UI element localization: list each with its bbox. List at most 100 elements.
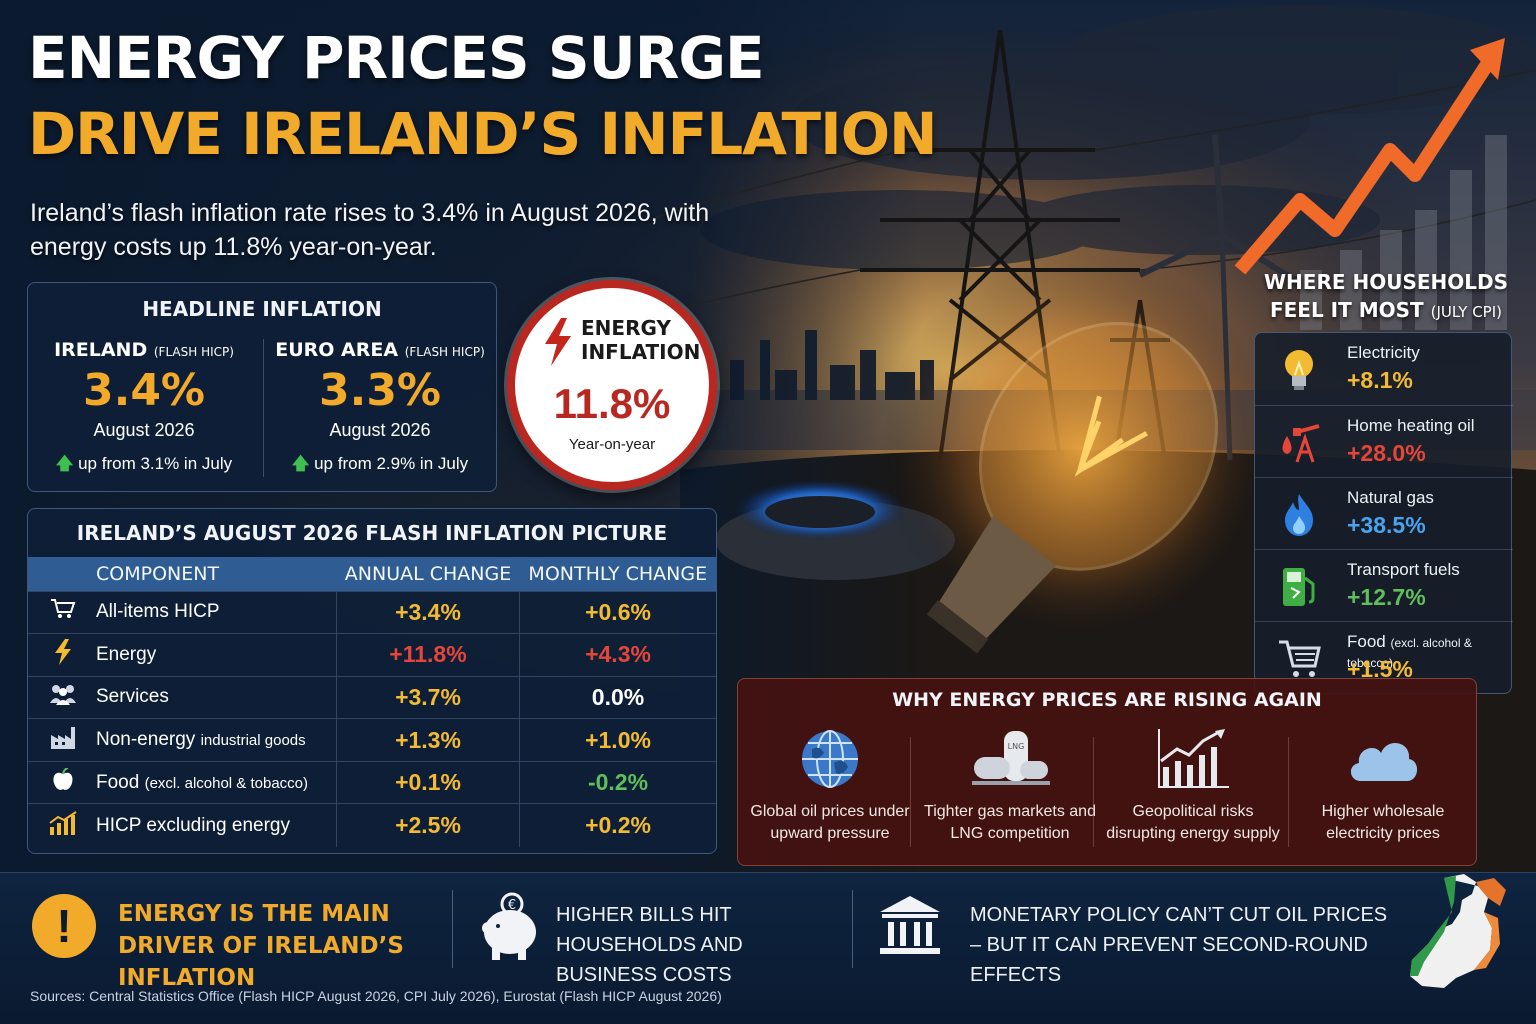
households-title: WHERE HOUSEHOLDS FEEL IT MOST (JULY CPI) xyxy=(1263,270,1509,322)
why-item-gas: LNG Tighter gas markets and LNG competit… xyxy=(920,727,1100,845)
lightbulb-icon xyxy=(1285,350,1313,390)
component-cell: Services xyxy=(28,675,337,719)
annual-change-cell: +3.7% xyxy=(335,675,520,719)
table-row: Food (excl. alcohol & tobacco) +0.1% -0.… xyxy=(28,760,716,804)
column-header-component: COMPONENT xyxy=(28,557,337,591)
footer-main-message: ENERGY IS THE MAIN DRIVER OF IRELAND’S I… xyxy=(118,901,404,991)
household-value: +8.1% xyxy=(1347,367,1413,393)
column-header-annual: ANNUAL CHANGE xyxy=(336,557,520,591)
euro-area-column: EURO AREA (FLASH HICP) 3.3% August 2026 … xyxy=(264,339,496,480)
headline-inflation-panel: HEADLINE INFLATION IRELAND (FLASH HICP) … xyxy=(27,282,497,492)
household-item-electricity: Electricity +8.1% xyxy=(1255,333,1513,405)
gas-tank-icon: LNG xyxy=(972,731,1050,785)
table-row: All-items HICP +3.4% +0.6% xyxy=(28,590,716,634)
footer-policy-message: MONETARY POLICY CAN’T CUT OIL PRICES – B… xyxy=(970,904,1388,986)
lightning-icon xyxy=(46,638,80,671)
headline-panel-title: HEADLINE INFLATION xyxy=(142,297,382,321)
household-item-transport-fuels: Transport fuels +12.7% xyxy=(1255,549,1513,621)
households-title-tag: (JULY CPI) xyxy=(1430,303,1503,321)
energy-inflation-badge: ENERGY INFLATION 11.8% Year-on-year xyxy=(507,280,717,490)
household-label: Transport fuels xyxy=(1347,560,1460,579)
ireland-value: 3.4% xyxy=(82,365,206,416)
why-text: Global oil prices under upward pressure xyxy=(750,803,910,842)
why-item-geopolitical: Geopolitical risks disrupting energy sup… xyxy=(1103,727,1283,845)
household-label: Natural gas xyxy=(1347,488,1434,507)
table-row: Non-energy industrial goods +1.3% +1.0% xyxy=(28,718,716,762)
why-text: Tighter gas markets and LNG competition xyxy=(924,803,1096,842)
household-value: +38.5% xyxy=(1347,512,1426,538)
up-arrow-icon: 🡅 xyxy=(291,454,310,473)
piggy-bank-icon: € xyxy=(482,892,536,960)
household-item-natural-gas: Natural gas +38.5% xyxy=(1255,477,1513,549)
globe-icon xyxy=(802,730,858,788)
table-row: Energy +11.8% +4.3% xyxy=(28,633,716,677)
euro-area-value: 3.3% xyxy=(318,365,442,416)
ireland-change: 🡅 up from 3.1% in July xyxy=(55,454,233,473)
apple-icon xyxy=(46,766,80,798)
why-divider xyxy=(910,737,911,847)
euro-area-label: EURO AREA (FLASH HICP) xyxy=(275,339,485,361)
euro-area-change: 🡅 up from 2.9% in July xyxy=(291,454,469,473)
headline-divider xyxy=(263,339,264,477)
household-label: Home heating oil xyxy=(1347,416,1475,435)
inflation-table: COMPONENT ANNUAL CHANGE MONTHLY CHANGE A… xyxy=(28,557,716,847)
column-header-monthly: MONTHLY CHANGE xyxy=(519,557,716,591)
ireland-tag: (FLASH HICP) xyxy=(153,345,234,359)
monthly-change-cell: 0.0% xyxy=(519,675,716,719)
why-text: Geopolitical risks disrupting energy sup… xyxy=(1106,803,1280,842)
annual-change-cell: +2.5% xyxy=(335,803,520,847)
household-label: Electricity xyxy=(1347,343,1420,362)
household-value: +28.0% xyxy=(1347,440,1426,466)
euro-area-tag: (FLASH HICP) xyxy=(404,345,485,359)
sources-text: Sources: Central Statistics Office (Flas… xyxy=(30,988,722,1004)
energy-badge-sub: Year-on-year xyxy=(568,436,656,453)
why-panel-title: WHY ENERGY PRICES ARE RISING AGAIN xyxy=(892,689,1322,711)
ireland-map-icon xyxy=(1410,874,1506,988)
table-row: Services +3.7% 0.0% xyxy=(28,675,716,719)
why-text: Higher wholesale electricity prices xyxy=(1321,803,1445,842)
component-cell: HICP excluding energy xyxy=(28,803,337,847)
up-arrow-icon: 🡅 xyxy=(55,454,74,473)
why-item-oil: Global oil prices under upward pressure xyxy=(740,727,920,845)
flame-icon xyxy=(1285,494,1313,536)
lightning-icon xyxy=(545,318,571,366)
component-cell: Non-energy industrial goods xyxy=(28,718,337,762)
household-item-heating-oil: Home heating oil +28.0% xyxy=(1255,405,1513,477)
ireland-month: August 2026 xyxy=(93,420,195,440)
monthly-change-cell: +4.3% xyxy=(519,633,716,677)
energy-badge-value: 11.8% xyxy=(553,380,671,427)
component-cell: All-items HICP xyxy=(28,590,337,634)
why-divider xyxy=(1093,737,1094,847)
energy-badge-label: ENERGY INFLATION xyxy=(581,316,701,364)
footer-divider xyxy=(852,890,853,968)
oil-pump-icon xyxy=(1282,424,1320,463)
annual-change-cell: +3.4% xyxy=(335,590,520,634)
monthly-change-cell: -0.2% xyxy=(519,760,716,804)
households-panel: Electricity +8.1% Home heating oil +28.0… xyxy=(1254,332,1513,694)
household-item-food: Food (excl. alcohol & tobacco) +1.5% xyxy=(1255,621,1513,693)
footer-band xyxy=(0,872,1536,1024)
fuel-pump-icon xyxy=(1283,568,1315,606)
component-cell: Energy xyxy=(28,633,337,677)
household-label: Food (excl. alcohol & tobacco) xyxy=(1347,632,1472,670)
annual-change-cell: +1.3% xyxy=(335,718,520,762)
bar-chart-icon xyxy=(46,810,80,841)
ireland-label: IRELAND (FLASH HICP) xyxy=(54,339,234,361)
cloud-icon xyxy=(1350,742,1418,781)
svg-text:LNG: LNG xyxy=(1008,742,1025,751)
people-icon xyxy=(46,683,80,711)
euro-area-month: August 2026 xyxy=(329,420,431,440)
table-row: HICP excluding energy +2.5% +0.2% xyxy=(28,803,716,847)
household-value: +12.7% xyxy=(1347,584,1426,610)
annual-change-cell: +0.1% xyxy=(335,760,520,804)
flash-inflation-table-panel: IRELAND’S AUGUST 2026 FLASH INFLATION PI… xyxy=(27,508,717,854)
monthly-change-cell: +0.6% xyxy=(519,590,716,634)
warning-icon: ! xyxy=(32,894,96,958)
title-line-1: ENERGY PRICES SURGE xyxy=(28,24,765,92)
why-divider xyxy=(1288,737,1289,847)
component-cell: Food (excl. alcohol & tobacco) xyxy=(28,760,337,804)
household-value: +1.5% xyxy=(1347,656,1413,682)
annual-change-cell: +11.8% xyxy=(335,633,520,677)
cart-icon xyxy=(46,598,80,626)
svg-text:€: € xyxy=(508,898,516,913)
